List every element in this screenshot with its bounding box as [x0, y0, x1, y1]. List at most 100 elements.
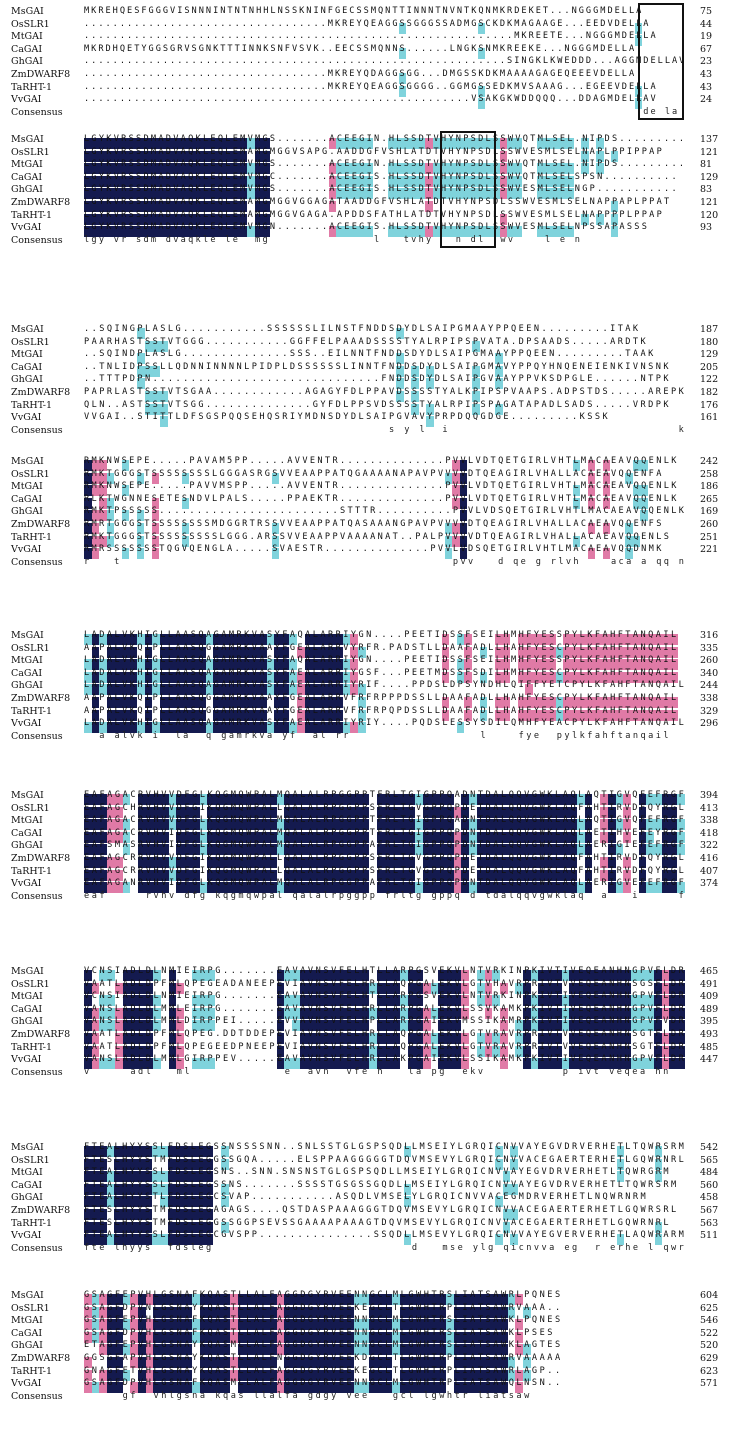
- residue-cell: [662, 634, 670, 645]
- alignment-row: ZmDWARF8 AAPALVKQIPLLAASQGGAMRKVAAYFGEALA…: [0, 693, 744, 708]
- residue-cell: [607, 995, 616, 1007]
- residue-cell: [581, 163, 589, 175]
- residue-cell: [569, 857, 577, 868]
- residue-cell: [145, 844, 154, 856]
- residue-cell: [190, 709, 199, 721]
- residue-cell: [607, 1058, 616, 1070]
- residue-cell: [198, 697, 206, 708]
- position-number: 329: [700, 705, 719, 717]
- residue-cell: [523, 970, 531, 981]
- residue-cell: [417, 188, 426, 200]
- residue-cell: [492, 844, 500, 856]
- residue-cell: [145, 1058, 154, 1070]
- position-number: 489: [700, 1003, 719, 1015]
- species-name: ZmDWARF8: [11, 1029, 71, 1040]
- residue-cell: [639, 671, 648, 683]
- residue-cell: [136, 510, 145, 522]
- residue-cell: [571, 659, 579, 671]
- species-name: ZmDWARF8: [11, 519, 71, 530]
- residue-cell: [168, 1045, 177, 1057]
- residue-cell: [144, 1146, 153, 1157]
- residue-cell: [187, 150, 196, 162]
- residue-cell: [182, 1183, 191, 1195]
- residue-cell: [330, 1033, 339, 1044]
- residue-cell: [638, 1058, 647, 1070]
- residue-cell: [113, 163, 122, 175]
- residue-cell: [114, 646, 123, 658]
- residue-cell: [350, 646, 358, 658]
- residue-cell: [259, 659, 267, 671]
- residue-cell: [392, 995, 400, 1007]
- residue-cell: [654, 1146, 663, 1157]
- residue-cell: [384, 1007, 393, 1019]
- residue-cell: [440, 226, 448, 238]
- residue-cell: [121, 548, 130, 560]
- residue-cell: [217, 138, 226, 149]
- residue-cell: [207, 857, 215, 868]
- residue-cell: [523, 794, 531, 805]
- residue-cell: [190, 1171, 199, 1183]
- residue-cell: [262, 226, 270, 238]
- sequence-text: LGYKVRSSDMADVAQKLEQLEMVMGS.......ACEEGIN…: [84, 134, 686, 144]
- position-number: 413: [700, 802, 719, 814]
- residue-cell: [289, 722, 298, 734]
- residue-cell: [625, 535, 633, 547]
- residue-cell: [569, 1045, 577, 1057]
- residue-cell: [137, 869, 146, 881]
- residue-cell: [253, 794, 262, 805]
- residue-cell: [546, 794, 554, 805]
- residue-cell: [214, 819, 223, 831]
- residue-cell: [587, 548, 596, 560]
- residue-cell: [602, 523, 611, 534]
- residue-cell: [175, 1171, 183, 1183]
- position-number: 265: [700, 493, 719, 505]
- residue-cell: [291, 970, 300, 981]
- residue-cell: [222, 882, 231, 894]
- residue-cell: [440, 138, 448, 149]
- residue-cell: [584, 857, 593, 868]
- residue-cell: [160, 684, 168, 696]
- residue-cell: [113, 201, 122, 212]
- residue-cell: [384, 1058, 393, 1070]
- residue-cell: [392, 1045, 400, 1057]
- residue-cell: [268, 882, 277, 894]
- residue-cell: [532, 646, 541, 658]
- residue-cell: [91, 150, 99, 162]
- residue-cell: [388, 226, 396, 238]
- residue-shading: [84, 1042, 686, 1057]
- residue-cell: [484, 163, 493, 175]
- residue-cell: [638, 844, 647, 856]
- residue-shading: [84, 1142, 686, 1157]
- residue-cell: [253, 857, 262, 868]
- residue-cell: [84, 485, 92, 497]
- residue-cell: [245, 831, 254, 843]
- residue-cell: [143, 226, 151, 238]
- residue-cell: [84, 869, 92, 881]
- residue-cell: [361, 794, 370, 805]
- residue-cell: [456, 722, 465, 734]
- residue-cell: [297, 684, 305, 696]
- residue-cell: [639, 634, 648, 645]
- residue-cell: [128, 175, 136, 187]
- residue-cell: [176, 869, 185, 881]
- residue-cell: [276, 1045, 285, 1057]
- residue-cell: [114, 794, 123, 805]
- residue-cell: [384, 857, 393, 868]
- residue-cell: [447, 226, 456, 238]
- residue-cell: [180, 188, 188, 200]
- residue-cell: [330, 794, 339, 805]
- residue-cell: [430, 844, 439, 856]
- residue-cell: [609, 659, 617, 671]
- residue-cell: [137, 1171, 145, 1183]
- residue-cell: [336, 175, 344, 187]
- species-name: OsSLR1: [11, 468, 50, 480]
- residue-shading: [84, 630, 686, 645]
- residue-cell: [669, 634, 678, 645]
- residue-cell: [446, 1058, 454, 1070]
- residue-cell: [274, 722, 282, 734]
- residue-cell: [195, 188, 203, 200]
- residue-cell: [677, 794, 685, 805]
- residue-cell: [153, 844, 162, 856]
- residue-cell: [243, 684, 252, 696]
- residue-cell: [173, 175, 181, 187]
